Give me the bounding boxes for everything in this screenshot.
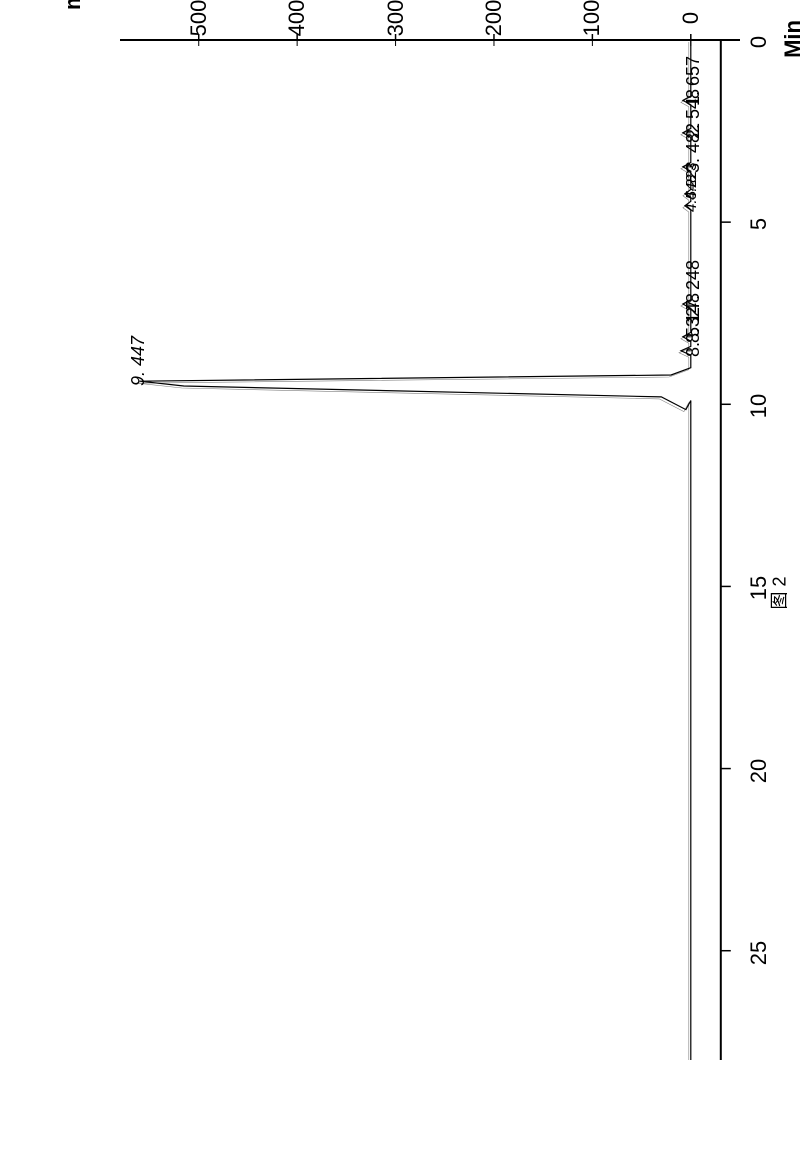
chromatogram-plot: [120, 40, 740, 1060]
y-axis-unit: mV: [60, 0, 86, 10]
x-tick-label: 20: [746, 751, 772, 791]
y-tick-label: 300: [383, 0, 409, 48]
chromatogram-svg: [120, 30, 740, 1060]
y-tick-label: 0: [678, 0, 704, 48]
x-tick-label: 10: [746, 386, 772, 426]
peak-label: 8. 532: [683, 307, 704, 357]
y-tick-label: 400: [284, 0, 310, 48]
y-tick-label: 100: [579, 0, 605, 48]
x-tick-label: 25: [746, 933, 772, 973]
peak-label: 4.548: [683, 174, 700, 212]
x-tick-label: 0: [746, 22, 772, 62]
figure-caption: 图 2: [765, 576, 791, 609]
y-tick-label: 200: [481, 0, 507, 48]
x-tick-label: 5: [746, 204, 772, 244]
peak-label: 9. 447: [128, 336, 149, 386]
y-tick-label: 500: [186, 0, 212, 48]
x-axis-unit: Min: [780, 20, 800, 58]
